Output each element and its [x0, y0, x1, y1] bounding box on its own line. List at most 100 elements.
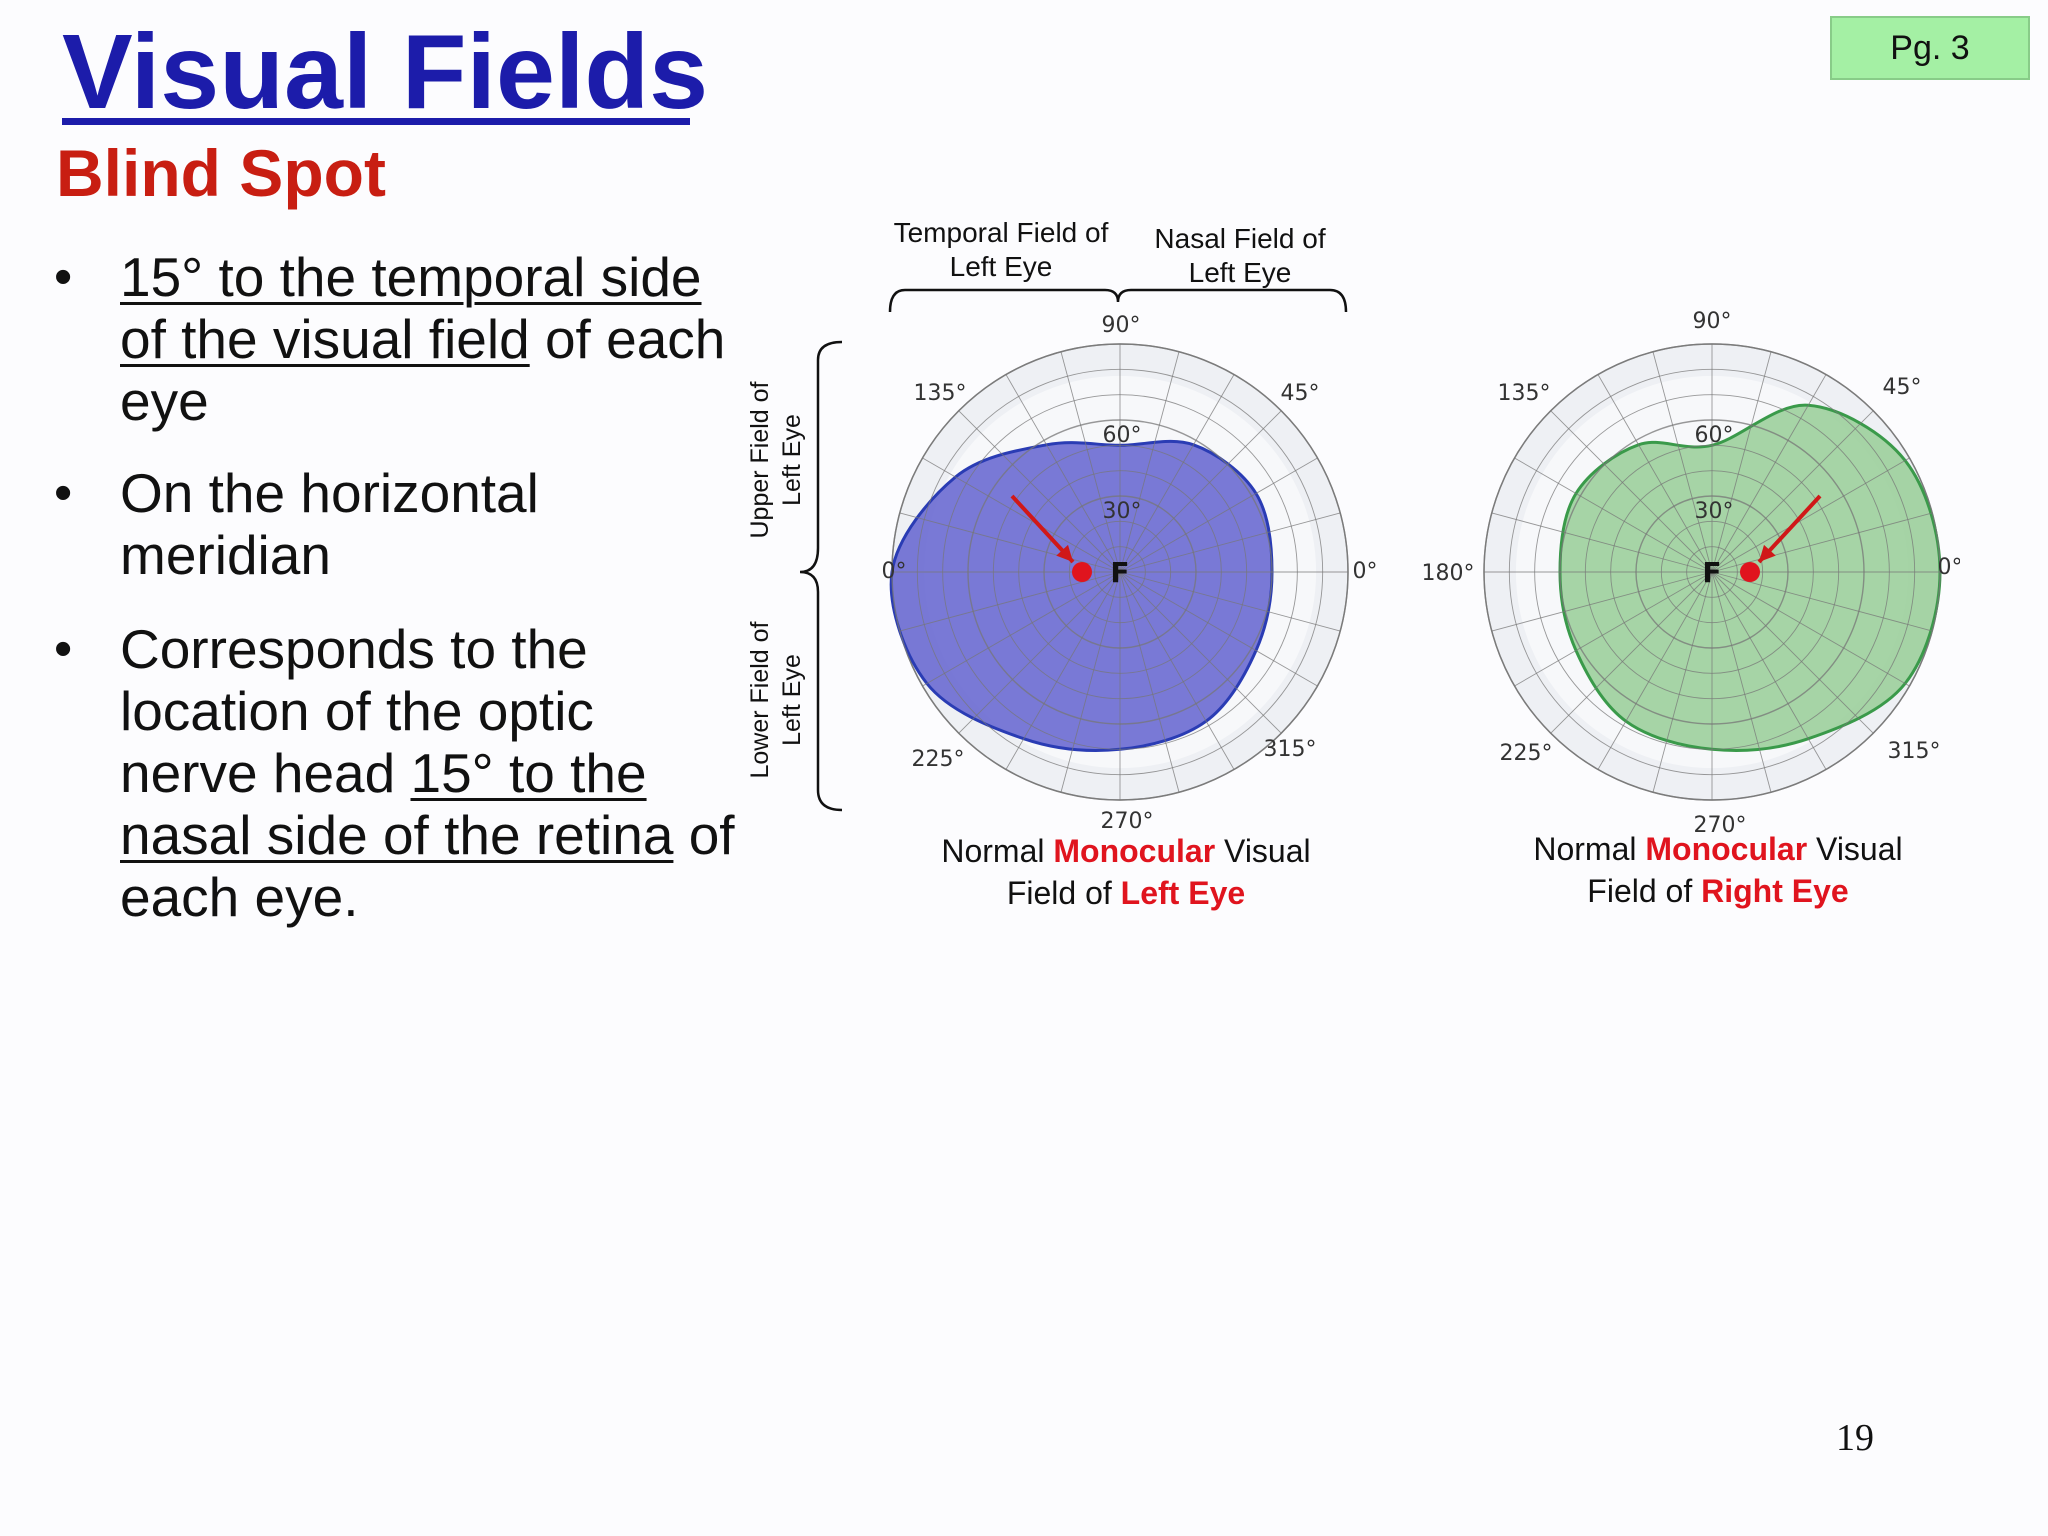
angle-tick-label: 315° [1888, 739, 1941, 764]
lower-field-label-line2: Left Eye [778, 654, 806, 746]
grid-spoke [1119, 457, 1318, 573]
caption-highlight: Right Eye [1701, 873, 1849, 909]
grid-spoke [1119, 571, 1235, 770]
blind-spot-arrowhead [1759, 544, 1776, 562]
grid-spoke [1550, 410, 1713, 573]
angle-tick-label: 315° [1264, 737, 1317, 762]
angle-tick-label: 135° [1498, 381, 1551, 406]
bullet-line: each eye. [120, 866, 359, 928]
angle-tick-label: 180° [880, 559, 907, 584]
angle-tick-label: 45° [1883, 375, 1922, 400]
lower-field-label-line1: Lower Field of [746, 621, 774, 779]
right-chart-caption: Normal Monocular Visual Field of Right E… [1488, 828, 1948, 912]
temporal-field-label-line1: Temporal Field of [893, 217, 1109, 248]
grid-spoke [1119, 410, 1282, 573]
grid-spoke [1119, 374, 1235, 573]
bullet-line: 15° to the temporal side [120, 246, 702, 308]
grid-spoke [1711, 571, 1772, 793]
upper-field-label-line2: Left Eye [778, 414, 806, 506]
lower-field-label: Lower Field of Left Eye [744, 590, 808, 810]
grid-spoke [1005, 374, 1121, 573]
angle-tick-label: 0° [1353, 559, 1378, 584]
bullet-text: nerve head [120, 742, 411, 804]
grid-spoke [1514, 457, 1713, 573]
grid-spoke [1491, 571, 1713, 632]
bullet-line: location of the optic [120, 680, 594, 742]
bullet-text: 15° to the temporal side [120, 246, 702, 308]
grid-spoke [1711, 571, 1874, 734]
angle-tick-label: 270° [1101, 809, 1154, 834]
grid-spoke [1119, 512, 1341, 573]
grid-spoke [1711, 351, 1772, 573]
angle-tick-label: 225° [912, 747, 965, 772]
caption-text: Visual [1215, 833, 1311, 869]
blind-spot-marker [1072, 562, 1092, 582]
ring-tick-label: 60° [1103, 423, 1142, 448]
grid-spoke [1597, 374, 1713, 573]
grid-spoke [1060, 351, 1121, 573]
nasal-field-label-line1: Nasal Field of [1154, 223, 1326, 254]
caption-text: Field of [1587, 873, 1702, 909]
left-caption-line2: Field of Left Eye [896, 872, 1356, 914]
bullet-text: of the visual field [120, 308, 530, 370]
left-eye-visual-field-chart: 0° 45° 90° 135° 180° 225° 270° 315° 30° 60° F [880, 313, 1378, 834]
grid-spoke [1060, 571, 1121, 793]
bullet-text: nasal side of the retina [120, 804, 674, 866]
bullet-text: On the horizontal [120, 462, 539, 524]
ring-tick-label: 30° [1695, 499, 1734, 524]
right-eye-visual-field-chart: 0° 45° 90° 135° 180° 225° 270° 315° 30° 60° F [1422, 309, 1961, 838]
page-subtitle: Blind Spot [56, 136, 386, 210]
right-caption-line1: Normal Monocular Visual [1488, 828, 1948, 870]
bullet-line: Corresponds to the [120, 618, 588, 680]
bullet-marker: • [54, 464, 73, 522]
caption-highlight: Left Eye [1120, 875, 1246, 911]
title-underline [62, 118, 690, 125]
nasal-field-label: Nasal Field of Left Eye [1120, 222, 1360, 290]
temporal-field-label-line2: Left Eye [949, 251, 1053, 282]
temporal-field-label: Temporal Field of Left Eye [876, 216, 1126, 284]
grid-spoke [1119, 571, 1341, 632]
grid-spoke [1711, 571, 1827, 770]
fixation-label: F [1702, 556, 1721, 589]
angle-tick-label: 0° [1938, 555, 1961, 580]
grid-spoke [1119, 571, 1180, 793]
bullet-text: 15° to the [410, 742, 647, 804]
grid-spoke [958, 571, 1121, 734]
caption-highlight: Monocular [1053, 833, 1216, 869]
grid-spoke [922, 571, 1121, 687]
angle-tick-label: 90° [1693, 309, 1732, 334]
grid-spoke [1550, 571, 1713, 734]
angle-tick-label: 225° [1500, 741, 1553, 766]
slide-number: 19 [1836, 1417, 1874, 1459]
bullet-text: of each [529, 308, 726, 370]
page-badge: Pg. 3 [1830, 16, 2030, 80]
angle-tick-label: 135° [914, 381, 967, 406]
grid-spoke [1711, 374, 1827, 573]
bullet-text: Corresponds to the [120, 618, 588, 680]
bullet-text: eye [120, 370, 209, 432]
caption-text: Normal [1533, 831, 1646, 867]
bullet-text: of [673, 804, 735, 866]
bullet-marker: • [54, 248, 73, 306]
grid-spoke [922, 457, 1121, 573]
bullet-text: location of the optic [120, 680, 594, 742]
grid-spoke [1652, 571, 1713, 793]
bullet-line: nerve head 15° to the [120, 742, 647, 804]
grid-spoke [1514, 571, 1713, 687]
grid-spoke [958, 410, 1121, 573]
caption-highlight: Monocular [1645, 831, 1808, 867]
bullet-line: eye [120, 370, 209, 432]
grid-spoke [1005, 571, 1121, 770]
ring-tick-label: 60° [1695, 423, 1734, 448]
blind-spot-marker [1740, 562, 1760, 582]
grid-spoke [1119, 571, 1318, 687]
left-caption-line1: Normal Monocular Visual [896, 830, 1356, 872]
bullet-line: meridian [120, 524, 331, 586]
caption-text: Field of [1006, 875, 1121, 911]
grid-spoke [1711, 410, 1874, 573]
ring-tick-label: 30° [1103, 499, 1142, 524]
grid-spoke [1597, 571, 1713, 770]
grid-spoke [1491, 512, 1713, 573]
bullet-line: nasal side of the retina of [120, 804, 735, 866]
grid-spoke [1119, 571, 1282, 734]
